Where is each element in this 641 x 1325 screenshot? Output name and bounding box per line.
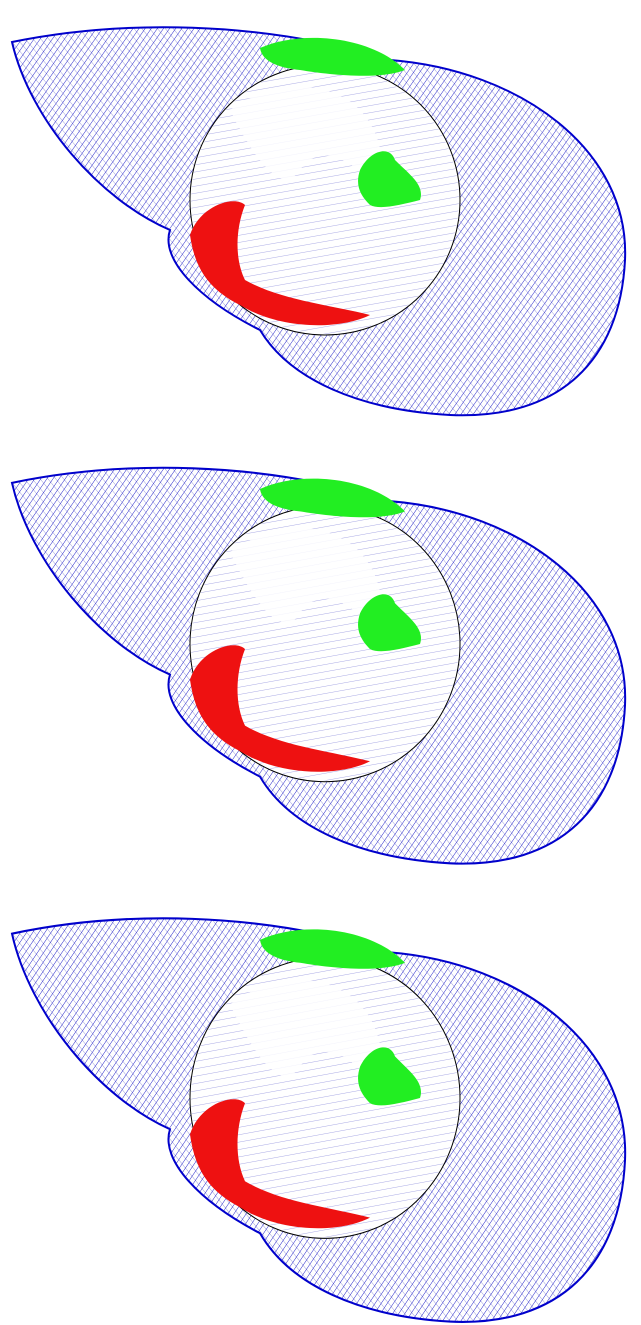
- panel-2: [10, 466, 627, 865]
- panel-1: [11, 26, 627, 417]
- panel-3: [10, 917, 627, 1323]
